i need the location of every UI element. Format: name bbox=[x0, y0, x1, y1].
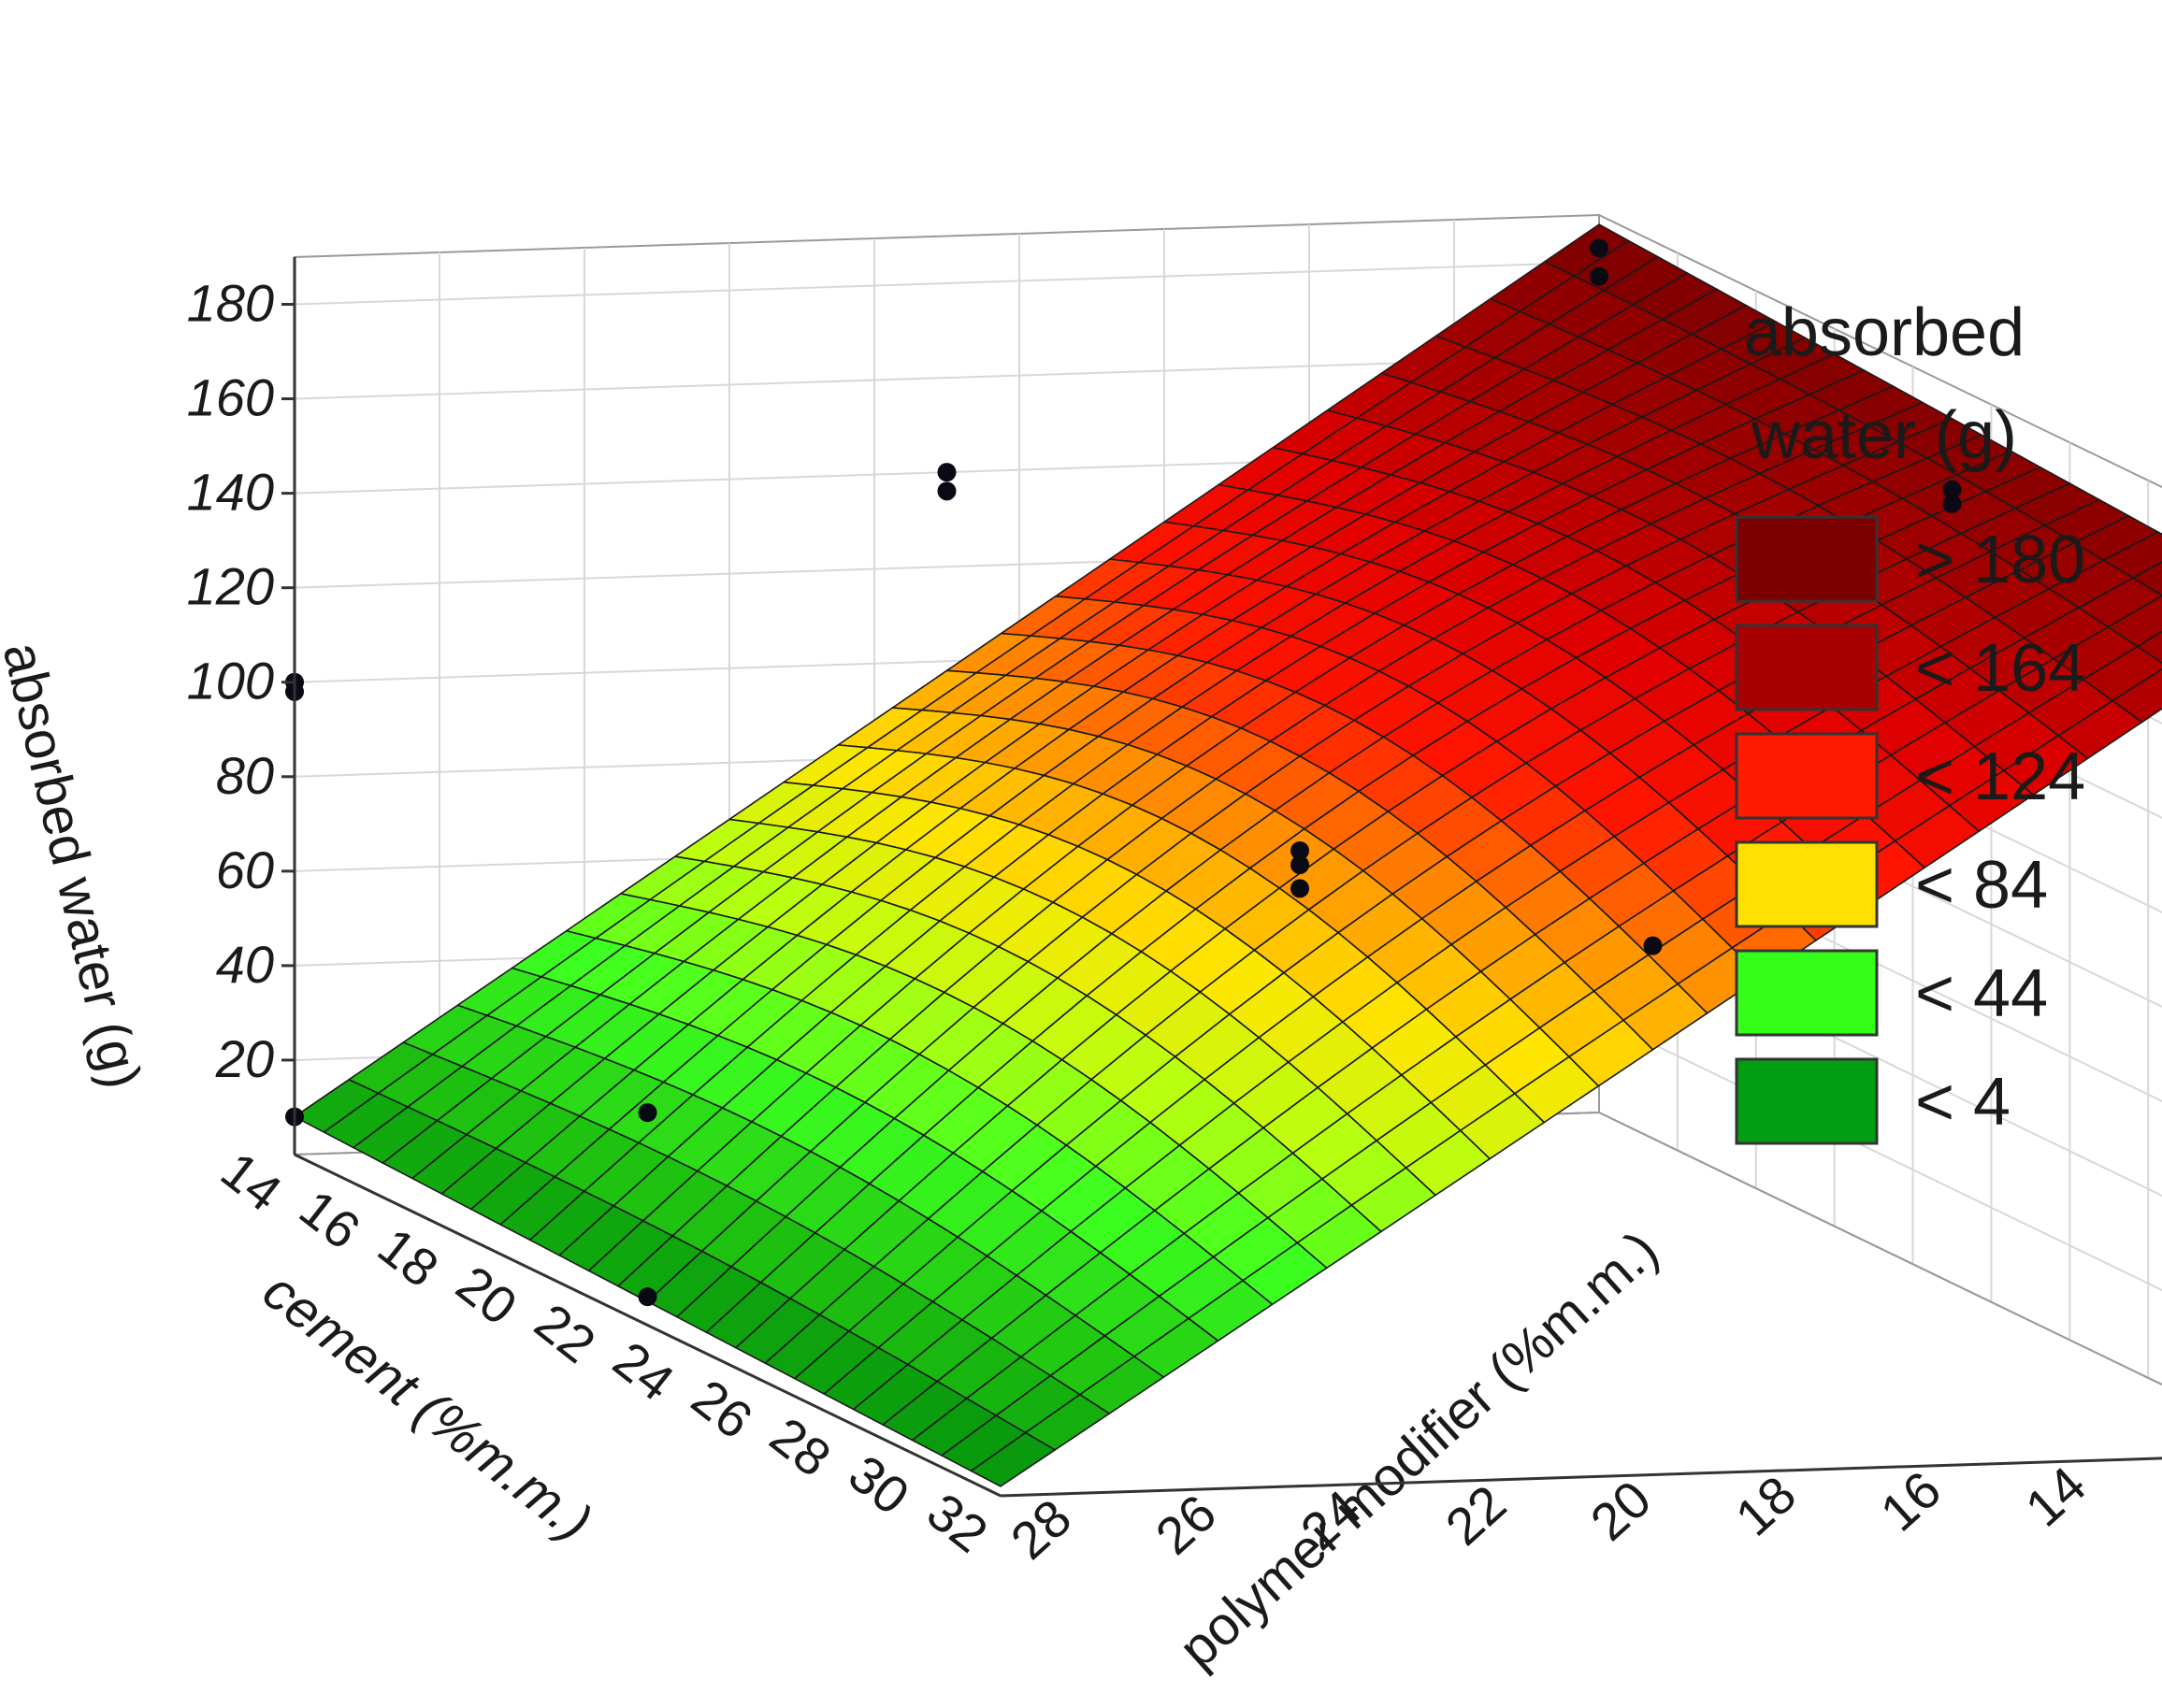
data-point bbox=[1590, 266, 1608, 286]
y-axis-line bbox=[1000, 1457, 2162, 1498]
z-axis-label: absorbed water (g) bbox=[0, 637, 152, 1094]
legend-label: < 84 bbox=[1915, 848, 2048, 923]
x-tick-label: 14 bbox=[210, 1141, 293, 1223]
grid-line bbox=[1598, 1017, 2162, 1292]
z-tick-label: 40 bbox=[216, 935, 274, 994]
x-tick-label: 20 bbox=[446, 1254, 528, 1336]
data-point bbox=[1942, 480, 1962, 499]
legend-label: < 164 bbox=[1915, 631, 2085, 706]
x-tick-label: 22 bbox=[525, 1292, 607, 1374]
z-tick-label: 120 bbox=[187, 557, 274, 616]
x-tick-label: 24 bbox=[603, 1329, 685, 1412]
legend-swatch bbox=[1735, 949, 1879, 1037]
legend-label: < 44 bbox=[1915, 956, 2048, 1031]
z-tick-label: 100 bbox=[187, 652, 274, 710]
z-tick-label: 20 bbox=[215, 1029, 274, 1088]
data-point bbox=[1942, 494, 1962, 513]
surface-patch bbox=[2132, 561, 2162, 596]
data-point bbox=[1643, 936, 1663, 955]
y-tick-label: 18 bbox=[1724, 1464, 1807, 1547]
legend-swatch bbox=[1735, 624, 1879, 711]
z-tick-label: 140 bbox=[187, 463, 274, 522]
data-point bbox=[937, 481, 957, 501]
grid-line bbox=[294, 261, 1600, 306]
y-tick-label: 14 bbox=[2014, 1455, 2097, 1538]
y-tick-label: 12 bbox=[2159, 1450, 2162, 1533]
legend-title-line-1: absorbed bbox=[1744, 295, 2025, 370]
z-tick-label: 60 bbox=[216, 840, 274, 899]
legend: absorbed water (g) > 180 < 164 < 124 < 84 < … bbox=[1735, 295, 2085, 1145]
grid-line bbox=[294, 355, 1600, 400]
x-tick-label: 32 bbox=[916, 1482, 999, 1564]
x-tick-label: 30 bbox=[838, 1443, 920, 1526]
data-point bbox=[1290, 840, 1309, 860]
x-axis-line bbox=[294, 1153, 1002, 1498]
y-tick-label: 22 bbox=[1434, 1473, 1517, 1557]
legend-label: > 180 bbox=[1915, 523, 2085, 597]
data-point bbox=[1590, 238, 1608, 258]
z-axis-ticks: 20 40 60 80 100 120 140 160 180 bbox=[187, 274, 295, 1088]
legend-label: < 4 bbox=[1915, 1065, 2011, 1140]
legend-items: > 180 < 164 < 124 < 84 < 44 < 4 bbox=[1735, 515, 2085, 1145]
legend-swatch bbox=[1735, 1057, 1879, 1145]
surface-patch bbox=[970, 1431, 1056, 1487]
y-tick-label: 28 bbox=[1000, 1487, 1082, 1571]
z-tick-label: 80 bbox=[216, 746, 274, 805]
legend-title-line-2: water (g) bbox=[1751, 398, 2017, 473]
data-point bbox=[1290, 855, 1309, 875]
x-tick-label: 26 bbox=[681, 1368, 763, 1450]
z-tick-label: 180 bbox=[187, 274, 274, 333]
z-tick-label: 160 bbox=[187, 368, 274, 427]
x-tick-label: 28 bbox=[759, 1406, 842, 1488]
data-point bbox=[638, 1287, 657, 1307]
legend-label: < 124 bbox=[1915, 739, 2085, 814]
data-point bbox=[638, 1103, 657, 1123]
data-point bbox=[1290, 879, 1309, 898]
legend-swatch bbox=[1735, 732, 1879, 820]
y-tick-label: 16 bbox=[1869, 1459, 1952, 1543]
legend-swatch bbox=[1735, 840, 1879, 928]
x-tick-label: 16 bbox=[289, 1178, 371, 1260]
x-tick-label: 18 bbox=[368, 1216, 450, 1299]
y-tick-label: 20 bbox=[1579, 1469, 1662, 1552]
y-tick-label: 26 bbox=[1145, 1483, 1227, 1566]
data-point bbox=[937, 463, 957, 482]
surface-patch bbox=[2137, 630, 2162, 664]
legend-swatch bbox=[1735, 515, 1879, 603]
